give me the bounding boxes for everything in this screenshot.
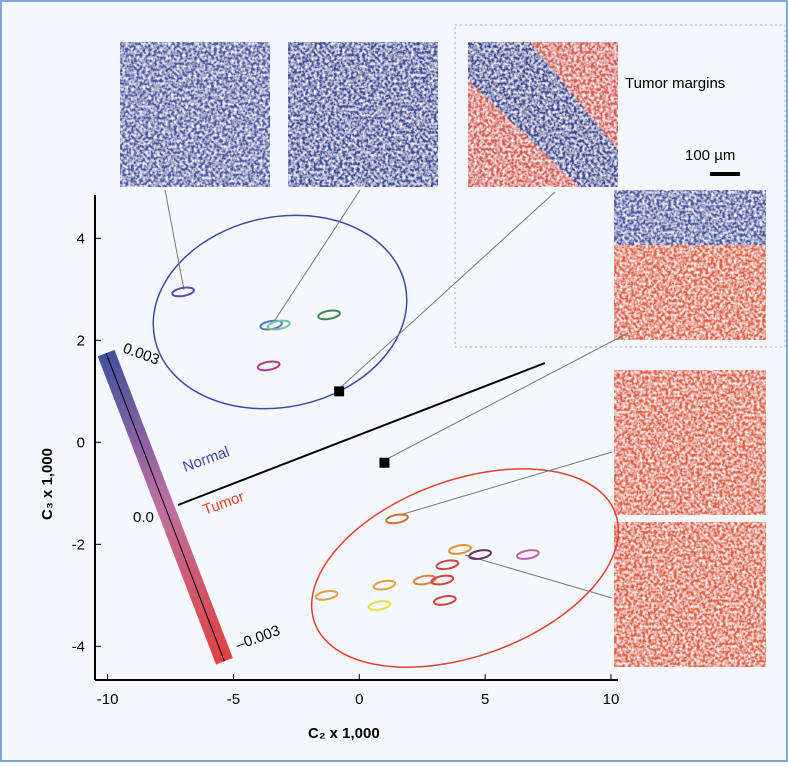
cluster (430, 574, 455, 586)
normal-region (152, 214, 408, 410)
y-tick-label: 2 (77, 332, 85, 349)
cluster (385, 513, 409, 525)
thumbnails (120, 42, 766, 667)
cluster (468, 549, 492, 560)
x-tick-label: -5 (227, 691, 240, 708)
marker (379, 457, 390, 468)
colorbar-label: 0.0 (133, 509, 154, 526)
cluster (516, 549, 540, 560)
cluster (367, 600, 392, 611)
discriminant-line (177, 362, 546, 506)
cluster (432, 595, 457, 606)
scale-label: 100 µm (685, 147, 735, 164)
y-axis-label: C₃ x 1,000 (39, 448, 56, 520)
cluster (314, 589, 339, 601)
cluster (448, 544, 472, 555)
cluster (266, 319, 291, 331)
cluster (372, 579, 397, 591)
x-tick-label: 5 (481, 691, 489, 708)
y-tick-label: -2 (72, 536, 85, 553)
cluster (435, 559, 460, 571)
x-tick-label: 10 (603, 691, 620, 708)
marker (334, 386, 345, 397)
y-tick-label: 0 (77, 434, 85, 451)
x-axis-label: C₂ x 1,000 (308, 725, 380, 742)
cluster (317, 309, 341, 321)
colorbar (97, 349, 233, 665)
x-tick-label: 0 (355, 691, 363, 708)
margins-label: Tumor margins (625, 75, 725, 92)
tumor-region (310, 468, 620, 668)
y-tick-label: -4 (72, 638, 85, 655)
margin-box (454, 24, 786, 348)
cluster (256, 360, 281, 372)
arrows (164, 189, 629, 599)
cluster (171, 286, 195, 298)
y-tick-label: 4 (77, 230, 85, 247)
x-tick-label: -10 (97, 691, 119, 708)
